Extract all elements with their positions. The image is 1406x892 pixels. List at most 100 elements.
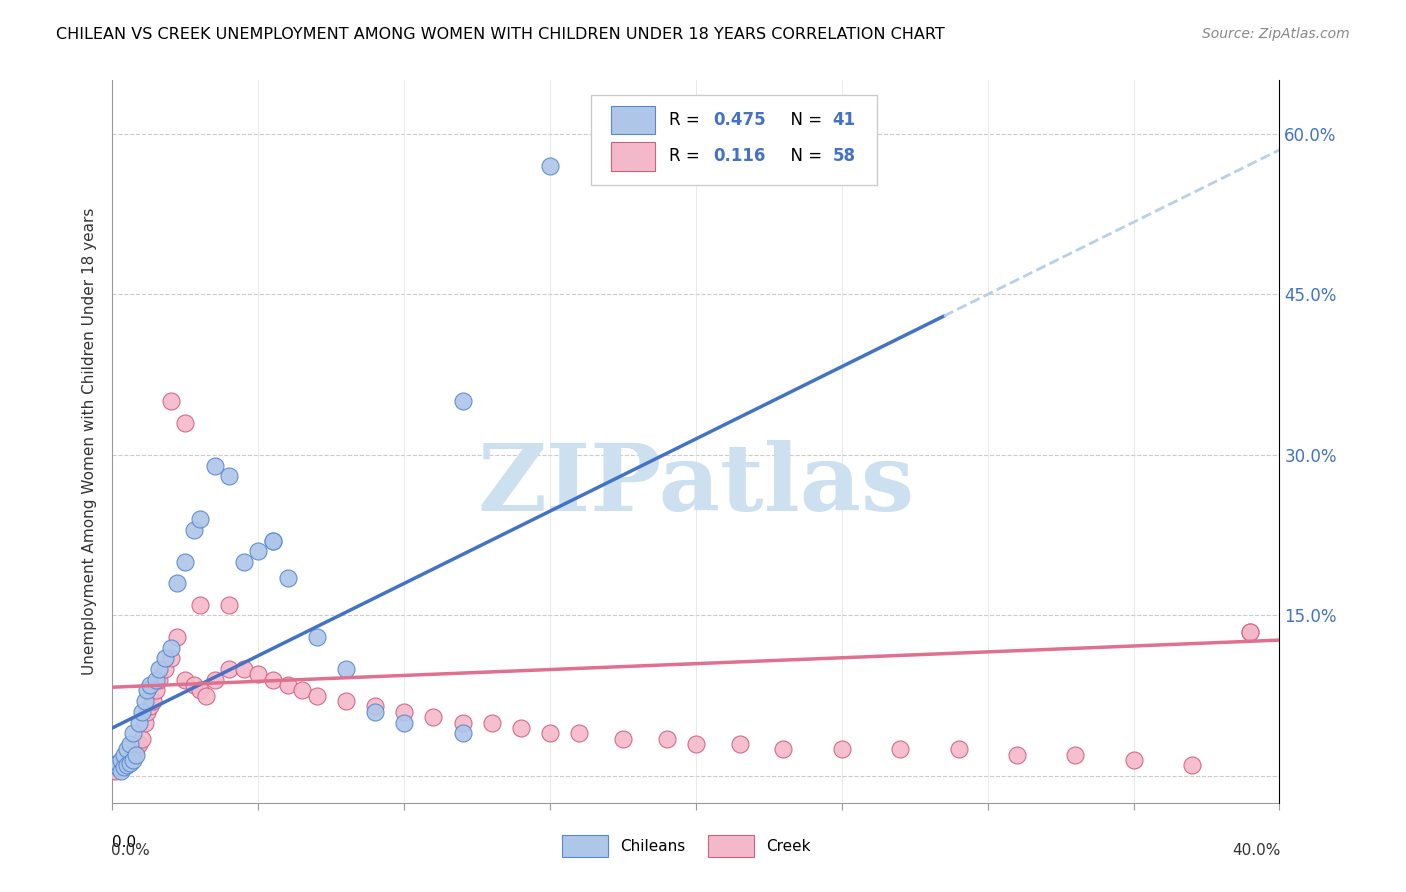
Text: Chileans: Chileans: [620, 838, 685, 854]
Point: [728, 737, 751, 751]
Point: [112, 747, 135, 762]
Point: [364, 699, 387, 714]
Point: [188, 598, 211, 612]
Point: [110, 753, 132, 767]
Bar: [610, 105, 655, 135]
Bar: [707, 835, 755, 857]
Point: [1064, 747, 1087, 762]
Point: [232, 662, 254, 676]
Point: [131, 705, 153, 719]
Point: [1181, 758, 1204, 772]
Point: [104, 764, 127, 778]
Point: [145, 683, 167, 698]
Point: [122, 747, 145, 762]
Point: [112, 760, 135, 774]
Point: [538, 159, 561, 173]
Point: [276, 678, 298, 692]
Point: [305, 689, 328, 703]
Point: [134, 694, 156, 708]
Text: 0.475: 0.475: [713, 111, 766, 129]
Point: [685, 737, 707, 751]
Point: [188, 512, 211, 526]
Point: [166, 630, 188, 644]
Point: [394, 715, 416, 730]
Point: [276, 571, 298, 585]
Point: [394, 705, 416, 719]
Point: [188, 683, 211, 698]
Point: [422, 710, 444, 724]
Text: 0.116: 0.116: [713, 147, 766, 165]
Point: [115, 742, 138, 756]
Point: [451, 715, 474, 730]
Point: [509, 721, 531, 735]
Point: [183, 523, 205, 537]
Point: [218, 662, 240, 676]
Point: [1122, 753, 1144, 767]
Point: [889, 742, 911, 756]
Point: [125, 747, 148, 762]
Point: [538, 726, 561, 740]
Point: [115, 753, 138, 767]
Point: [174, 416, 197, 430]
Point: [153, 651, 176, 665]
Point: [166, 576, 188, 591]
Point: [136, 705, 159, 719]
Point: [118, 749, 141, 764]
Text: 0.0%: 0.0%: [111, 843, 150, 857]
Point: [247, 544, 270, 558]
Text: 0.0: 0.0: [112, 835, 136, 850]
Point: [118, 737, 141, 751]
Point: [174, 673, 197, 687]
Text: N =: N =: [780, 147, 827, 165]
Point: [262, 673, 284, 687]
Point: [247, 667, 270, 681]
Point: [183, 678, 205, 692]
Point: [122, 726, 145, 740]
Point: [1239, 624, 1261, 639]
Point: [142, 694, 165, 708]
Point: [110, 764, 132, 778]
Point: [218, 469, 240, 483]
FancyBboxPatch shape: [591, 95, 877, 185]
Point: [153, 662, 176, 676]
Point: [174, 555, 197, 569]
Point: [481, 715, 503, 730]
Text: 41: 41: [832, 111, 856, 129]
Text: N =: N =: [780, 111, 827, 129]
Point: [655, 731, 678, 746]
Point: [451, 394, 474, 409]
Bar: [610, 142, 655, 170]
Point: [772, 742, 794, 756]
Point: [107, 760, 129, 774]
Point: [148, 662, 170, 676]
Point: [128, 715, 150, 730]
Point: [948, 742, 970, 756]
Point: [112, 756, 135, 771]
Point: [335, 662, 357, 676]
Point: [1005, 747, 1028, 762]
Point: [115, 758, 138, 772]
Point: [139, 678, 162, 692]
Point: [128, 737, 150, 751]
Point: [122, 753, 145, 767]
Point: [262, 533, 284, 548]
Point: [107, 760, 129, 774]
Text: CHILEAN VS CREEK UNEMPLOYMENT AMONG WOMEN WITH CHILDREN UNDER 18 YEARS CORRELATI: CHILEAN VS CREEK UNEMPLOYMENT AMONG WOME…: [56, 27, 945, 42]
Point: [160, 394, 183, 409]
Point: [148, 673, 170, 687]
Point: [831, 742, 853, 756]
Point: [194, 689, 217, 703]
Text: ZIPatlas: ZIPatlas: [478, 440, 914, 530]
Point: [612, 731, 634, 746]
Point: [104, 758, 127, 772]
Text: R =: R =: [669, 147, 710, 165]
Text: Creek: Creek: [766, 838, 810, 854]
Y-axis label: Unemployment Among Women with Children Under 18 years: Unemployment Among Women with Children U…: [82, 208, 97, 675]
Point: [139, 699, 162, 714]
Point: [1239, 624, 1261, 639]
Point: [204, 458, 226, 473]
Point: [131, 731, 153, 746]
Point: [335, 694, 357, 708]
Point: [160, 651, 183, 665]
Point: [204, 673, 226, 687]
